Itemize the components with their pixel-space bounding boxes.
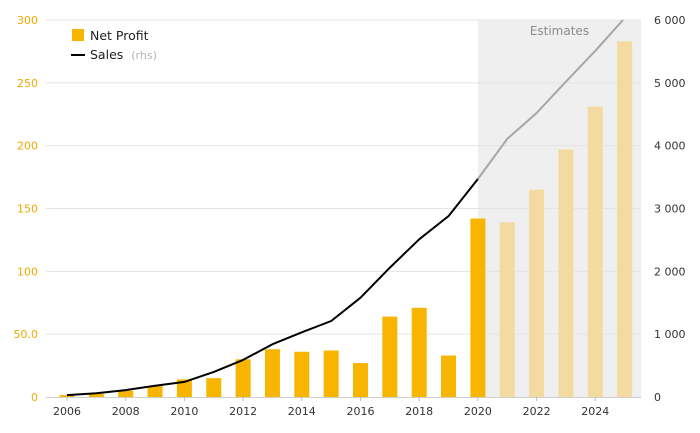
- legend-sales-rhs: (rhs): [131, 49, 157, 62]
- legend-net-profit-label: Net Profit: [90, 28, 149, 43]
- x-tick-label: 2008: [112, 405, 140, 418]
- net-profit-bar: [558, 149, 574, 397]
- right-tick-label: 3 000: [654, 203, 686, 216]
- left-tick-label: 250: [17, 77, 38, 90]
- net-profit-bar: [617, 41, 633, 397]
- net-profit-bars: [59, 41, 633, 398]
- left-tick-label: 100: [17, 265, 38, 278]
- net-profit-bar: [176, 379, 192, 397]
- net-profit-bar: [382, 316, 398, 397]
- net-profit-bar: [529, 189, 545, 397]
- net-profit-bar: [264, 349, 280, 397]
- left-tick-label: 200: [17, 140, 38, 153]
- sales-line-estimate: [477, 19, 624, 180]
- net-profit-bar: [206, 378, 222, 397]
- net-profit-bar: [88, 393, 104, 397]
- left-tick-label: 150: [17, 203, 38, 216]
- gridlines: [46, 19, 641, 335]
- x-tick-label: 2022: [523, 405, 551, 418]
- left-tick-label: 0: [31, 391, 38, 404]
- legend: Net Profit Sales (rhs): [71, 28, 157, 62]
- right-tick-label: 2 000: [654, 265, 686, 278]
- left-tick-label: 50.0: [14, 328, 39, 341]
- net-profit-bar: [470, 218, 486, 397]
- legend-net-profit-swatch: [72, 29, 84, 41]
- right-axis-ticks: 0 1 000 2 000 3 000 4 000 5 000 6 000: [654, 14, 686, 404]
- x-tick-label: 2014: [288, 405, 316, 418]
- right-tick-label: 5 000: [654, 77, 686, 90]
- x-axis-ticks: 2006 2008 2010 2012 2014 2016 2018 2020 2022 2024: [53, 397, 609, 418]
- net-profit-bar: [235, 359, 251, 397]
- net-profit-bar: [499, 222, 515, 397]
- right-tick-label: 0: [654, 391, 661, 404]
- right-tick-label: 6 000: [654, 14, 686, 27]
- net-profit-bar: [323, 350, 339, 397]
- x-tick-label: 2010: [170, 405, 198, 418]
- x-tick-label: 2012: [229, 405, 257, 418]
- x-tick-label: 2016: [347, 405, 375, 418]
- sales-line-actual: [66, 178, 479, 397]
- x-tick-label: 2024: [581, 405, 609, 418]
- left-axis-ticks: 0 50.0 100 150 200 250 300: [14, 14, 39, 404]
- x-tick-label: 2006: [53, 405, 81, 418]
- estimates-label: Estimates: [530, 24, 589, 38]
- net-profit-bar: [147, 385, 163, 397]
- net-profit-bar: [441, 355, 457, 397]
- right-tick-label: 4 000: [654, 140, 686, 153]
- net-profit-bar: [59, 395, 75, 397]
- net-profit-bar: [118, 390, 134, 397]
- right-tick-label: 1 000: [654, 328, 686, 341]
- net-profit-bar: [411, 307, 427, 397]
- x-tick-label: 2018: [405, 405, 433, 418]
- legend-sales-name: Sales: [90, 47, 123, 62]
- sales-line: [66, 19, 624, 397]
- net-profit-bar: [587, 106, 603, 398]
- left-tick-label: 300: [17, 14, 38, 27]
- legend-sales-label: Sales (rhs): [90, 47, 157, 62]
- net-profit-bar: [294, 351, 310, 397]
- net-profit-bar: [353, 363, 368, 397]
- x-tick-label: 2020: [464, 405, 492, 418]
